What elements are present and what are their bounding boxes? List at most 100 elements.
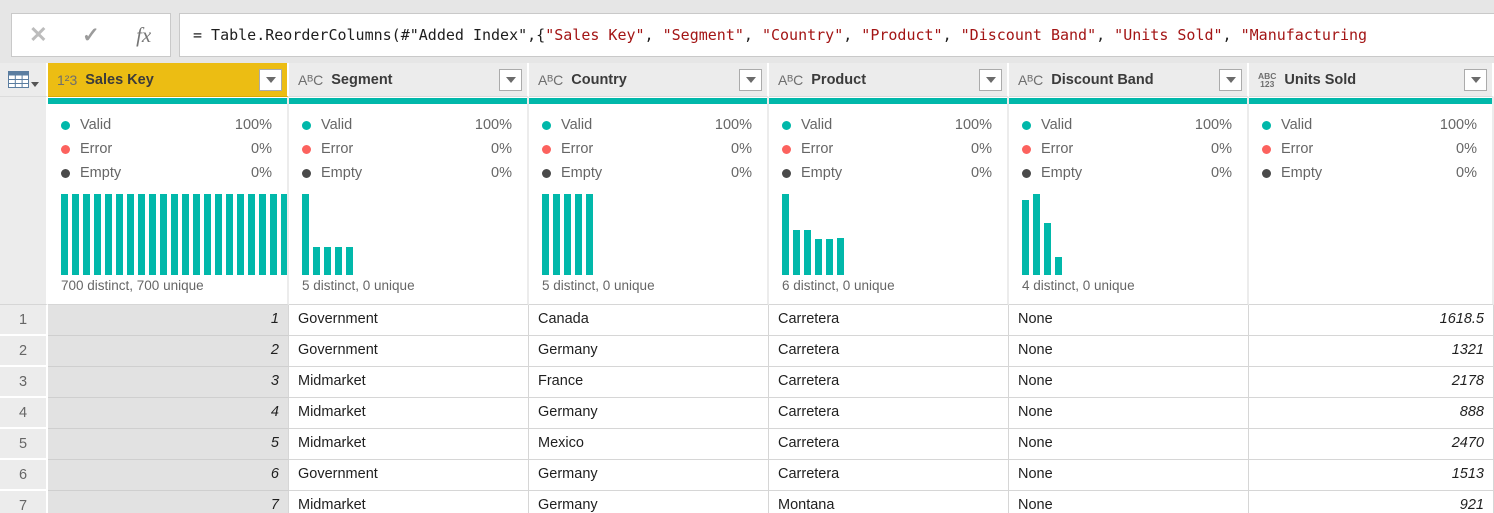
value-distribution-chart bbox=[1262, 194, 1478, 275]
stat-percent: 0% bbox=[731, 141, 752, 157]
stat-valid: Valid 100% bbox=[48, 113, 287, 137]
filter-dropdown-button[interactable] bbox=[1464, 68, 1487, 91]
filter-dropdown-button[interactable] bbox=[499, 68, 522, 91]
cell-country[interactable]: Germany bbox=[529, 491, 769, 513]
empty-dot-icon bbox=[1262, 168, 1271, 178]
cell-units-sold[interactable]: 1618.5 bbox=[1249, 305, 1494, 336]
formula-string-literal: "Units Sold" bbox=[1114, 26, 1223, 44]
stat-error: Error 0% bbox=[1009, 137, 1247, 161]
filter-dropdown-icon bbox=[265, 76, 276, 83]
distribution-bar bbox=[804, 229, 811, 275]
chevron-down-icon bbox=[30, 82, 39, 87]
cell-segment[interactable]: Government bbox=[289, 305, 529, 336]
cell-segment[interactable]: Midmarket bbox=[289, 429, 529, 460]
cell-discount-band[interactable]: None bbox=[1009, 336, 1249, 367]
filter-dropdown-button[interactable] bbox=[259, 68, 282, 91]
row-number: 5 bbox=[0, 429, 48, 460]
cell-units-sold[interactable]: 2470 bbox=[1249, 429, 1494, 460]
cell-sales-key[interactable]: 3 bbox=[48, 367, 289, 398]
cell-discount-band[interactable]: None bbox=[1009, 491, 1249, 513]
column-type-icon: AᴮC bbox=[778, 71, 804, 88]
stat-label: Valid bbox=[321, 117, 353, 133]
cell-segment[interactable]: Midmarket bbox=[289, 491, 529, 513]
distribution-bar bbox=[171, 194, 178, 275]
stat-label: Valid bbox=[1281, 117, 1313, 133]
cell-country[interactable]: Germany bbox=[529, 460, 769, 491]
query-preview-grid: 1²3 Sales Key AᴮC Segment AᴮC Country AᴮC Produ… bbox=[0, 63, 1494, 513]
cell-country[interactable]: France bbox=[529, 367, 769, 398]
cell-product[interactable]: Carretera bbox=[769, 398, 1009, 429]
cell-discount-band[interactable]: None bbox=[1009, 367, 1249, 398]
column-header-sales-key[interactable]: 1²3 Sales Key bbox=[48, 63, 289, 97]
stat-percent: 100% bbox=[1439, 117, 1477, 133]
cell-segment[interactable]: Government bbox=[289, 336, 529, 367]
cell-sales-key[interactable]: 2 bbox=[48, 336, 289, 367]
cell-sales-key[interactable]: 4 bbox=[48, 398, 289, 429]
cell-product[interactable]: Carretera bbox=[769, 460, 1009, 491]
cell-country[interactable]: Canada bbox=[529, 305, 769, 336]
formula-input[interactable]: = Table.ReorderColumns(#"Added Index",{"… bbox=[179, 13, 1494, 57]
cell-units-sold[interactable]: 1513 bbox=[1249, 460, 1494, 491]
stat-empty: Empty 0% bbox=[1009, 161, 1247, 185]
cell-product[interactable]: Montana bbox=[769, 491, 1009, 513]
column-title: Country bbox=[571, 71, 627, 88]
distribution-bar bbox=[83, 194, 90, 275]
cell-product[interactable]: Carretera bbox=[769, 336, 1009, 367]
cell-segment[interactable]: Government bbox=[289, 460, 529, 491]
cell-product[interactable]: Carretera bbox=[769, 305, 1009, 336]
filter-dropdown-button[interactable] bbox=[979, 68, 1002, 91]
cell-country[interactable]: Germany bbox=[529, 336, 769, 367]
cell-product[interactable]: Carretera bbox=[769, 367, 1009, 398]
distribution-bar bbox=[94, 194, 101, 275]
cell-sales-key[interactable]: 6 bbox=[48, 460, 289, 491]
value-distribution-chart bbox=[61, 194, 287, 275]
column-stats-segment: Valid 100% Error 0% Empty 0% 5 distinct, 0 uni… bbox=[289, 97, 529, 305]
cell-sales-key[interactable]: 1 bbox=[48, 305, 289, 336]
cell-units-sold[interactable]: 1321 bbox=[1249, 336, 1494, 367]
stat-label: Valid bbox=[1041, 117, 1073, 133]
cell-discount-band[interactable]: None bbox=[1009, 305, 1249, 336]
stat-error: Error 0% bbox=[48, 137, 287, 161]
cell-sales-key[interactable]: 7 bbox=[48, 491, 289, 513]
filter-dropdown-button[interactable] bbox=[739, 68, 762, 91]
empty-dot-icon bbox=[302, 168, 311, 178]
cell-discount-band[interactable]: None bbox=[1009, 460, 1249, 491]
cell-discount-band[interactable]: None bbox=[1009, 429, 1249, 460]
fx-icon[interactable]: fx bbox=[136, 22, 152, 47]
column-title: Discount Band bbox=[1051, 71, 1154, 88]
cell-units-sold[interactable]: 888 bbox=[1249, 398, 1494, 429]
table-corner-menu[interactable] bbox=[0, 63, 48, 97]
valid-dot-icon bbox=[542, 120, 551, 130]
cell-discount-band[interactable]: None bbox=[1009, 398, 1249, 429]
filter-dropdown-button[interactable] bbox=[1219, 68, 1242, 91]
cell-country[interactable]: Germany bbox=[529, 398, 769, 429]
cell-segment[interactable]: Midmarket bbox=[289, 367, 529, 398]
column-header-discount-band[interactable]: AᴮC Discount Band bbox=[1009, 63, 1249, 97]
cell-product[interactable]: Carretera bbox=[769, 429, 1009, 460]
value-distribution-chart bbox=[302, 194, 513, 275]
distribution-bar bbox=[1033, 194, 1040, 275]
cell-sales-key[interactable]: 5 bbox=[48, 429, 289, 460]
commit-icon[interactable]: ✓ bbox=[82, 23, 100, 47]
column-header-country[interactable]: AᴮC Country bbox=[529, 63, 769, 97]
formula-code: , bbox=[843, 26, 862, 44]
valid-dot-icon bbox=[1022, 120, 1031, 130]
cell-country[interactable]: Mexico bbox=[529, 429, 769, 460]
formula-string-literal: "Sales Key" bbox=[545, 26, 645, 44]
stats-gutter bbox=[0, 97, 48, 305]
stat-percent: 100% bbox=[714, 117, 752, 133]
column-header-product[interactable]: AᴮC Product bbox=[769, 63, 1009, 97]
stat-valid: Valid 100% bbox=[289, 113, 527, 137]
stat-percent: 0% bbox=[491, 141, 512, 157]
cancel-icon[interactable]: ✕ bbox=[29, 22, 48, 47]
distribution-bar bbox=[237, 194, 244, 275]
distribution-bar bbox=[837, 237, 844, 275]
cell-units-sold[interactable]: 921 bbox=[1249, 491, 1494, 513]
quality-bar bbox=[289, 98, 527, 104]
stat-label: Valid bbox=[561, 117, 593, 133]
stat-label: Error bbox=[561, 141, 594, 157]
column-header-segment[interactable]: AᴮC Segment bbox=[289, 63, 529, 97]
cell-units-sold[interactable]: 2178 bbox=[1249, 367, 1494, 398]
cell-segment[interactable]: Midmarket bbox=[289, 398, 529, 429]
column-header-units-sold[interactable]: ABC 123 Units Sold bbox=[1249, 63, 1494, 97]
